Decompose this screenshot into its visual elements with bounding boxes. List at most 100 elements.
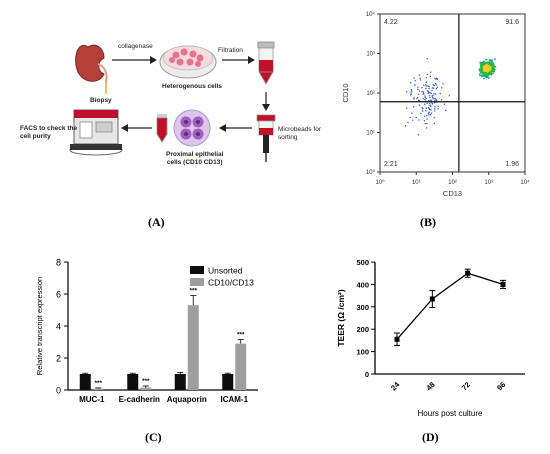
event-dot <box>435 87 438 90</box>
caption-d: (D) <box>422 430 439 444</box>
event-dot <box>428 111 430 113</box>
event-dot <box>434 83 437 85</box>
event-dot <box>482 66 485 69</box>
event-dot <box>418 90 421 92</box>
event-dot <box>492 62 495 65</box>
y-tick-label: 100 <box>356 348 369 357</box>
label-proximal: Proximal epithelial cells (CD10 CD13) <box>166 151 223 167</box>
event-dot <box>423 92 425 95</box>
event-dot <box>433 84 435 87</box>
event-dot <box>411 90 413 92</box>
event-dot <box>491 63 494 66</box>
transcript-bar-chart: 0 2 4 6 8 Relative transcript expression *** MU… <box>35 258 258 404</box>
label-microbeads: Microbeads for sorting <box>278 126 321 142</box>
event-dot <box>410 81 412 84</box>
epithelial-cells-icon <box>173 109 211 147</box>
event-dot <box>429 71 432 73</box>
event-dot <box>429 104 431 106</box>
event-dot <box>489 71 492 74</box>
label-proximal-line2: cells (CD10 CD13) <box>166 159 223 166</box>
x-tick-label: 10² <box>448 180 457 186</box>
event-dot <box>430 109 432 111</box>
series-line <box>396 272 504 340</box>
event-dot <box>435 98 437 100</box>
bar <box>140 387 152 390</box>
event-dot <box>481 64 484 67</box>
legend-swatch <box>190 278 204 286</box>
event-dot <box>479 74 481 77</box>
y-axis-label: CD10 <box>341 83 350 102</box>
event-dot <box>478 73 481 75</box>
event-dot <box>428 94 431 97</box>
event-dot <box>488 69 491 72</box>
label-collagenase: collagenase <box>118 43 153 50</box>
event-dot <box>486 67 489 70</box>
y-axis-label: Relative transcript expression <box>35 277 44 375</box>
event-dot <box>430 112 433 114</box>
event-dot <box>419 77 421 79</box>
label-proximal-line1: Proximal epithelial <box>166 151 224 158</box>
event-dot <box>424 99 426 101</box>
event-dot <box>426 58 428 60</box>
event-dot <box>437 108 439 110</box>
bar <box>187 305 199 390</box>
event-dot <box>418 104 421 106</box>
event-dot <box>489 66 491 68</box>
label-microbeads-line2: sorting <box>278 134 298 141</box>
event-dot <box>426 73 429 76</box>
event-dot <box>486 65 488 68</box>
event-dot <box>431 87 434 89</box>
event-dot <box>424 115 426 117</box>
event-dot <box>448 94 450 97</box>
x-tick-label: 24 <box>389 380 402 393</box>
y-tick-label: 500 <box>356 258 369 267</box>
event-dot <box>405 107 408 109</box>
legend-label: Unsorted <box>208 266 243 276</box>
event-dot <box>421 106 423 109</box>
event-dot <box>420 112 422 115</box>
event-dot <box>487 76 490 79</box>
event-dot <box>478 68 481 71</box>
event-dot <box>425 110 427 112</box>
event-dot <box>485 58 487 61</box>
x-tick-label: 10⁴ <box>520 179 530 186</box>
data-point <box>465 270 471 276</box>
event-dot <box>434 77 436 80</box>
event-dot <box>492 72 494 75</box>
event-dot <box>423 84 425 87</box>
x-tick-label: MUC-1 <box>79 395 105 404</box>
legend-label: CD10/CD13 <box>208 278 254 288</box>
event-dot <box>434 99 436 102</box>
event-dot <box>410 93 412 95</box>
event-dot <box>414 84 416 86</box>
event-dot <box>417 99 420 102</box>
event-dot <box>443 103 446 105</box>
event-dot <box>431 102 433 104</box>
event-dot <box>410 89 413 91</box>
event-dot <box>428 109 431 111</box>
bar <box>174 374 186 390</box>
event-dot <box>435 84 437 86</box>
label-facs: FACS to check the cell purity <box>20 125 77 141</box>
event-dot <box>479 61 482 64</box>
event-dot <box>425 77 428 79</box>
event-dot <box>440 87 443 89</box>
event-dot <box>425 87 427 90</box>
event-dot <box>479 63 482 66</box>
event-dot <box>427 112 430 114</box>
event-dot <box>421 87 423 89</box>
event-dot <box>493 67 496 70</box>
label-facs-line2: cell purity <box>20 133 51 140</box>
event-dot <box>422 91 424 93</box>
quadrant-upper-right: 91.6 <box>505 19 519 26</box>
event-dot <box>429 102 431 105</box>
bar <box>79 374 91 390</box>
event-dot <box>481 70 484 73</box>
event-dot <box>432 84 434 86</box>
sample-tube-icon <box>156 114 168 143</box>
event-dot <box>491 66 494 68</box>
label-heterogenous: Heterogenous cells <box>162 83 222 90</box>
event-dot <box>480 71 483 74</box>
event-dot <box>428 85 430 88</box>
event-dot <box>490 60 493 63</box>
